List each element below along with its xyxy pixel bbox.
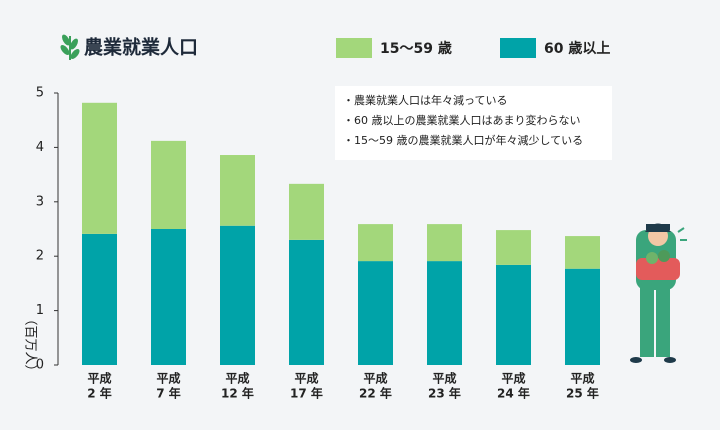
leaf-icon — [60, 34, 80, 60]
bar-segment — [358, 261, 393, 365]
y-tick-label: 1 — [36, 303, 44, 318]
bar-segment — [289, 239, 324, 365]
x-tick-label: 22 年 — [359, 386, 392, 401]
bar-segment — [220, 155, 255, 226]
legend-label: 15〜59 歳 — [380, 40, 452, 57]
x-tick-label: 25 年 — [566, 386, 599, 401]
y-tick-label: 2 — [36, 249, 44, 264]
x-tick-label: 平成 — [501, 371, 525, 386]
bar-segment — [427, 261, 462, 365]
x-tick-label: 平成 — [294, 371, 318, 386]
x-tick-label: 12 年 — [221, 386, 254, 401]
x-tick-label: 17 年 — [290, 386, 323, 401]
legend-swatch — [336, 38, 372, 58]
chart-title: 農業就業人口 — [84, 36, 198, 59]
bar-segment — [565, 268, 600, 365]
y-tick-label: 4 — [36, 140, 44, 155]
x-tick-label: 23 年 — [428, 386, 461, 401]
bar-segment — [427, 224, 462, 262]
y-tick-label: 5 — [36, 86, 44, 101]
x-tick-label: 平成 — [87, 371, 111, 386]
note-box — [335, 86, 612, 160]
x-tick-label: 24 年 — [497, 386, 530, 401]
bar-segment — [82, 233, 117, 365]
x-tick-label: 平成 — [432, 371, 456, 386]
annotation: ・農業就業人口は年々減っている — [343, 93, 507, 107]
bar-segment — [220, 225, 255, 365]
bar-segment — [151, 229, 186, 365]
x-tick-label: 平成 — [225, 371, 249, 386]
x-tick-label: 平成 — [156, 371, 180, 386]
y-axis-label: （百万人） — [23, 312, 38, 377]
bar-segment — [496, 230, 531, 265]
x-tick-label: 平成 — [363, 371, 387, 386]
bar-segment — [565, 236, 600, 269]
annotation: ・15〜59 歳の農業就業人口が年々減少している — [343, 133, 583, 147]
annotation: ・60 歳以上の農業就業人口はあまり変わらない — [343, 113, 581, 127]
bar-segment — [496, 264, 531, 365]
bar-segment — [82, 102, 117, 234]
y-tick-label: 3 — [36, 194, 44, 209]
x-tick-label: 2 年 — [87, 386, 112, 401]
legend-swatch — [500, 38, 536, 58]
legend-label: 60 歳以上 — [544, 40, 610, 57]
x-tick-label: 7 年 — [156, 386, 181, 401]
y-tick-label: 0 — [36, 358, 44, 373]
bar-segment — [358, 224, 393, 262]
farmer-illustration — [630, 223, 687, 363]
bar-segment — [289, 183, 324, 240]
x-tick-label: 平成 — [570, 371, 594, 386]
bar-segment — [151, 140, 186, 229]
